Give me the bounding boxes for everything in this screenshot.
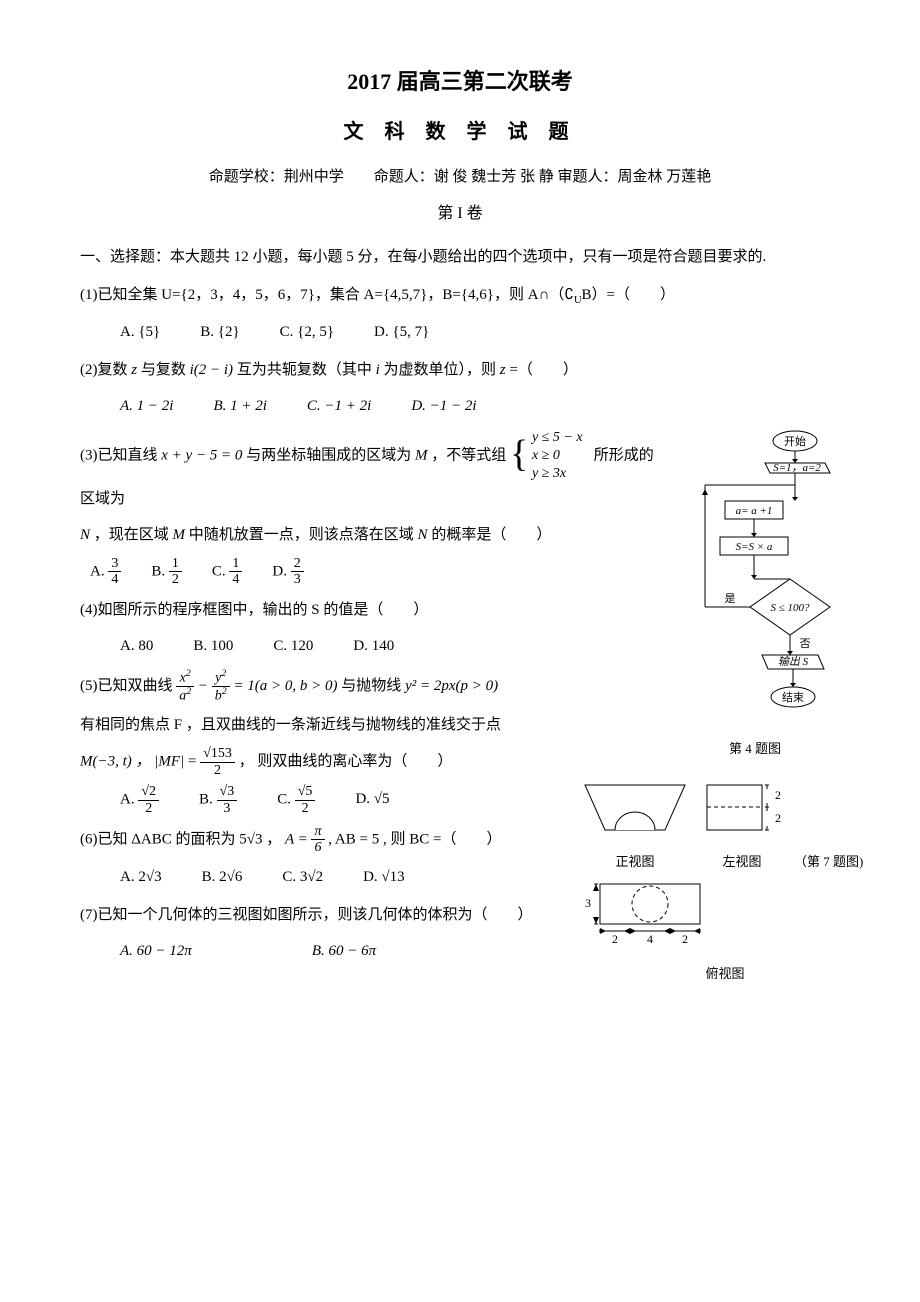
- question-5-line3: M(−3, t) ， |MF| = √1532 ， 则双曲线的离心率为（ ）: [80, 746, 840, 778]
- page-title: 2017 届高三第二次联考: [80, 60, 840, 104]
- q2-d: 为虚数单位），则: [380, 362, 500, 378]
- fc-no: 否: [800, 638, 811, 650]
- q4-opt-b: B. 100: [193, 631, 233, 661]
- q1-options: A. {5} B. {2} C. {2, 5} D. {5, 7}: [80, 317, 840, 347]
- q3-a: (3)已知直线: [80, 448, 161, 464]
- q3-case2: x ≥ 0: [532, 447, 583, 465]
- q5-opt-c: C. √52: [277, 784, 315, 816]
- q3-M: M: [415, 448, 428, 464]
- question-5: (5)已知双曲线 x2a2 − y2b2 = 1(a > 0, b > 0) 与…: [80, 669, 840, 704]
- q3-case1: y ≤ 5 − x: [532, 429, 583, 447]
- question-7: (7)已知一个几何体的三视图如图所示，则该几何体的体积为（ ）: [80, 900, 840, 930]
- q4-options: A. 80 B. 100 C. 120 D. 140: [80, 631, 660, 661]
- q5-l3b: ， 则双曲线的离心率为（ ）: [239, 754, 453, 770]
- q3-opt-a: A. 34: [90, 556, 121, 588]
- q4-opt-c: C. 120: [273, 631, 313, 661]
- q3-l2d: 中随机放置一点，则该点落在区域: [185, 527, 418, 543]
- q2-e: =（ ）: [506, 362, 578, 378]
- q2-opt-a: A. 1 − 2i: [120, 391, 173, 421]
- q5-eq: =: [188, 754, 196, 770]
- authors-line: 命题学校：荆州中学 命题人：谢 俊 魏士芳 张 静 审题人：周金林 万莲艳: [80, 162, 840, 192]
- q3-b: 与两坐标轴围成的区域为: [242, 448, 415, 464]
- q1-text-pre: (1)已知全集 U={2，3，4，5，6，7}，集合 A={4,5,7}，B={…: [80, 287, 574, 303]
- q2-opt-d: D. −1 − 2i: [411, 391, 476, 421]
- q5-options: A. √22 B. √33 C. √52 D. √5: [80, 784, 574, 816]
- q3-case3: y ≥ 3x: [532, 465, 583, 483]
- q5-opt-a: A. √22: [120, 784, 159, 816]
- q1-opt-b: B. {2}: [200, 317, 239, 347]
- q5-mf: |MF|: [154, 754, 184, 770]
- question-6: (6)已知 ΔABC 的面积为 5√3 ， A = π6 , AB = 5 , …: [80, 824, 840, 856]
- svg-text:2: 2: [612, 932, 618, 946]
- q3-c: ，不等式组: [427, 448, 506, 464]
- q1-opt-c: C. {2, 5}: [280, 317, 334, 347]
- q3-N: N: [80, 527, 90, 543]
- svg-text:2: 2: [775, 788, 781, 802]
- q6-opt-d: D. √13: [363, 862, 405, 892]
- q5-eq1: = 1(a > 0, b > 0): [233, 678, 337, 694]
- q6-b: , AB = 5 , 则 BC =（ ）: [328, 831, 501, 847]
- q6-opt-a: A. 2√3: [120, 862, 162, 892]
- q6-opt-c: C. 3√2: [282, 862, 323, 892]
- page-subtitle: 文 科 数 学 试 题: [80, 112, 840, 152]
- q7-opt-b: B. 60 − 6π: [312, 936, 376, 966]
- section-label: 第 I 卷: [80, 198, 840, 230]
- question-3-line2: N ，现在区域 M 中随机放置一点，则该点落在区域 N 的概率是（ ）: [80, 520, 840, 550]
- q3-opt-c: C. 14: [212, 556, 243, 588]
- q6-Aeq: A =: [285, 831, 308, 847]
- q6-opt-b: B. 2√6: [202, 862, 243, 892]
- q5-parab: y² = 2px(p > 0): [405, 678, 498, 694]
- q5-a: (5)已知双曲线: [80, 678, 173, 694]
- brace-icon: {: [510, 437, 528, 471]
- question-2: (2)复数 z 与复数 i(2 − i) 互为共轭复数（其中 i 为虚数单位），…: [80, 355, 840, 385]
- q5-minus: −: [198, 678, 212, 694]
- q2-c: 互为共轭复数（其中: [233, 362, 376, 378]
- q1-opt-d: D. {5, 7}: [374, 317, 429, 347]
- q2-b: 与复数: [137, 362, 190, 378]
- question-4: (4)如图所示的程序框图中，输出的 S 的值是（ ）: [80, 595, 840, 625]
- top-view: 3 2 4 2 俯视图: [580, 879, 840, 987]
- question-1: (1)已知全集 U={2，3，4，5，6，7}，集合 A={4,5,7}，B={…: [80, 280, 840, 311]
- q4-opt-a: A. 80: [120, 631, 153, 661]
- q5-opt-b: B. √33: [199, 784, 237, 816]
- q2-opt-c: C. −1 + 2i: [307, 391, 371, 421]
- q3-opt-d: D. 23: [272, 556, 303, 588]
- q3-M2: M: [173, 527, 186, 543]
- q1-opt-a: A. {5}: [120, 317, 160, 347]
- question-3: (3)已知直线 x + y − 5 = 0 与两坐标轴围成的区域为 M ，不等式…: [80, 429, 840, 514]
- q1-text-post: B）=（ ）: [582, 287, 675, 303]
- svg-text:2: 2: [682, 932, 688, 946]
- q3-opt-b: B. 12: [151, 556, 182, 588]
- q1-sub: U: [574, 295, 582, 306]
- q2-opt-b: B. 1 + 2i: [213, 391, 266, 421]
- q2-expr: i(2 − i): [190, 362, 233, 378]
- q3-l2f: 的概率是（ ）: [428, 527, 552, 543]
- q5-b: 与抛物线: [341, 678, 405, 694]
- svg-text:4: 4: [647, 932, 653, 946]
- fc-out: 输出 S: [778, 655, 809, 668]
- q7-options: A. 60 − 12π B. 60 − 6π: [80, 936, 574, 966]
- question-5-line2: 有相同的焦点 F ，且双曲线的一条渐近线与抛物线的准线交于点: [80, 710, 840, 740]
- q2-a: (2)复数: [80, 362, 131, 378]
- q3-options: A. 34 B. 12 C. 14 D. 23: [80, 556, 660, 588]
- q4-opt-d: D. 140: [353, 631, 394, 661]
- q5-opt-d: D. √5: [355, 784, 389, 816]
- section-desc: 一、选择题：本大题共 12 小题，每小题 5 分，在每小题给出的四个选项中，只有…: [80, 242, 840, 272]
- q3-l2b: ，现在区域: [90, 527, 173, 543]
- q6-a: (6)已知 ΔABC 的面积为 5√3 ，: [80, 831, 281, 847]
- q6-options: A. 2√3 B. 2√6 C. 3√2 D. √13: [80, 862, 574, 892]
- q3-expr1: x + y − 5 = 0: [161, 448, 242, 464]
- views-wrap: 正视图 2 2 左视图 （第 7 题图): [580, 780, 840, 987]
- q2-options: A. 1 − 2i B. 1 + 2i C. −1 + 2i D. −1 − 2…: [80, 391, 840, 421]
- q3-N2: N: [418, 527, 428, 543]
- q3-cases: y ≤ 5 − x x ≥ 0 y ≥ 3x: [532, 429, 583, 484]
- q7-opt-a: A. 60 − 12π: [120, 936, 192, 966]
- q5-M: M(−3, t) ，: [80, 754, 151, 770]
